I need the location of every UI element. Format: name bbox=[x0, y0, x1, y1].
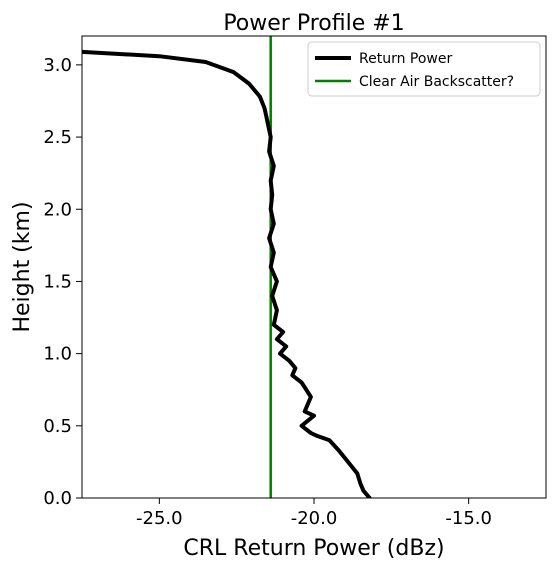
y-tick-label: 3.0 bbox=[43, 55, 72, 76]
x-tick-label: -15.0 bbox=[445, 508, 492, 529]
y-tick-label: 1.0 bbox=[43, 344, 72, 365]
legend-label-return-power: Return Power bbox=[359, 51, 452, 67]
y-tick-label: 1.5 bbox=[43, 271, 72, 292]
x-tick-label: -20.0 bbox=[291, 508, 338, 529]
x-tick-label: -25.0 bbox=[136, 508, 183, 529]
y-tick-label: 2.5 bbox=[43, 127, 72, 148]
y-tick-label: 2.0 bbox=[43, 199, 72, 220]
y-tick-label: 0.5 bbox=[43, 416, 72, 437]
return-power-line bbox=[82, 49, 372, 498]
plot-area-frame bbox=[81, 35, 547, 499]
legend-label-clear-air-backscatter: Clear Air Backscatter? bbox=[359, 74, 514, 90]
legend: Return Power Clear Air Backscatter? bbox=[307, 41, 541, 97]
x-axis-ticks: -25.0 -20.0 -15.0 bbox=[136, 498, 492, 529]
x-axis-label: CRL Return Power (dBz) bbox=[183, 536, 444, 561]
series-layer bbox=[82, 36, 372, 498]
y-axis-label: Height (km) bbox=[10, 201, 35, 332]
legend-box bbox=[307, 41, 541, 97]
chart-title: Power Profile #1 bbox=[223, 11, 404, 36]
y-tick-label: 0.0 bbox=[43, 488, 72, 509]
y-axis-ticks: 0.0 0.5 1.0 1.5 2.0 2.5 3.0 bbox=[43, 55, 82, 509]
